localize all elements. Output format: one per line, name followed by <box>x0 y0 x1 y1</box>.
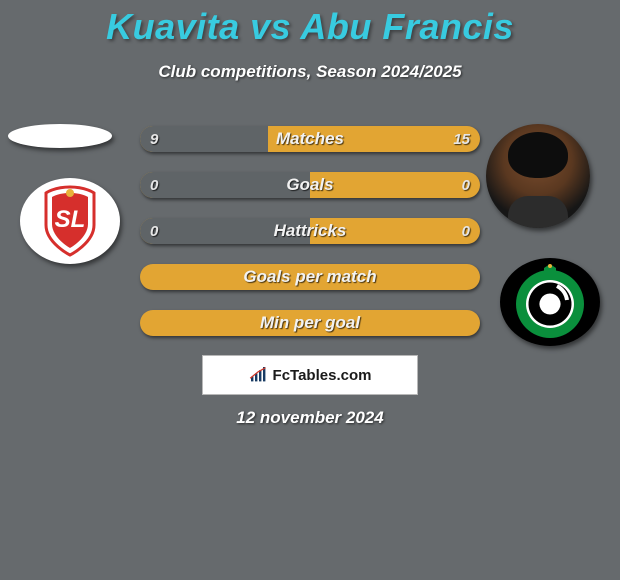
generated-date: 12 november 2024 <box>0 408 620 428</box>
stat-label: Hattricks <box>140 218 480 244</box>
page-title: Kuavita vs Abu Francis <box>0 0 620 48</box>
page-subtitle: Club competitions, Season 2024/2025 <box>0 62 620 82</box>
svg-text:SL: SL <box>55 206 86 233</box>
stat-value-left: 0 <box>150 218 158 244</box>
player2-photo <box>486 124 590 228</box>
stat-value-right: 0 <box>462 218 470 244</box>
player1-club-badge: SL <box>20 178 120 264</box>
stat-label: Matches <box>140 126 480 152</box>
player1-photo <box>8 124 112 148</box>
standard-liege-crest-icon: SL <box>40 185 100 257</box>
stat-value-left: 9 <box>150 126 158 152</box>
brand-box: FcTables.com <box>202 355 418 395</box>
player2-club-badge <box>500 258 600 346</box>
stats-bars: Matches915Goals00Hattricks00Goals per ma… <box>140 126 480 356</box>
stat-row: Goals per match <box>140 264 480 290</box>
stat-label: Min per goal <box>140 310 480 336</box>
brand-text: FcTables.com <box>273 367 372 384</box>
stat-value-right: 0 <box>462 172 470 198</box>
stat-label: Goals per match <box>140 264 480 290</box>
stat-row: Matches9 15 <box>140 126 480 152</box>
bar-chart-icon <box>249 367 269 383</box>
stat-row: Goals0 0 <box>140 172 480 198</box>
cercle-brugge-crest-icon <box>510 262 590 342</box>
stat-label: Goals <box>140 172 480 198</box>
stat-row: Min per goal <box>140 310 480 336</box>
stat-value-left: 0 <box>150 172 158 198</box>
stat-value-right: 15 <box>453 126 470 152</box>
stat-row: Hattricks0 0 <box>140 218 480 244</box>
